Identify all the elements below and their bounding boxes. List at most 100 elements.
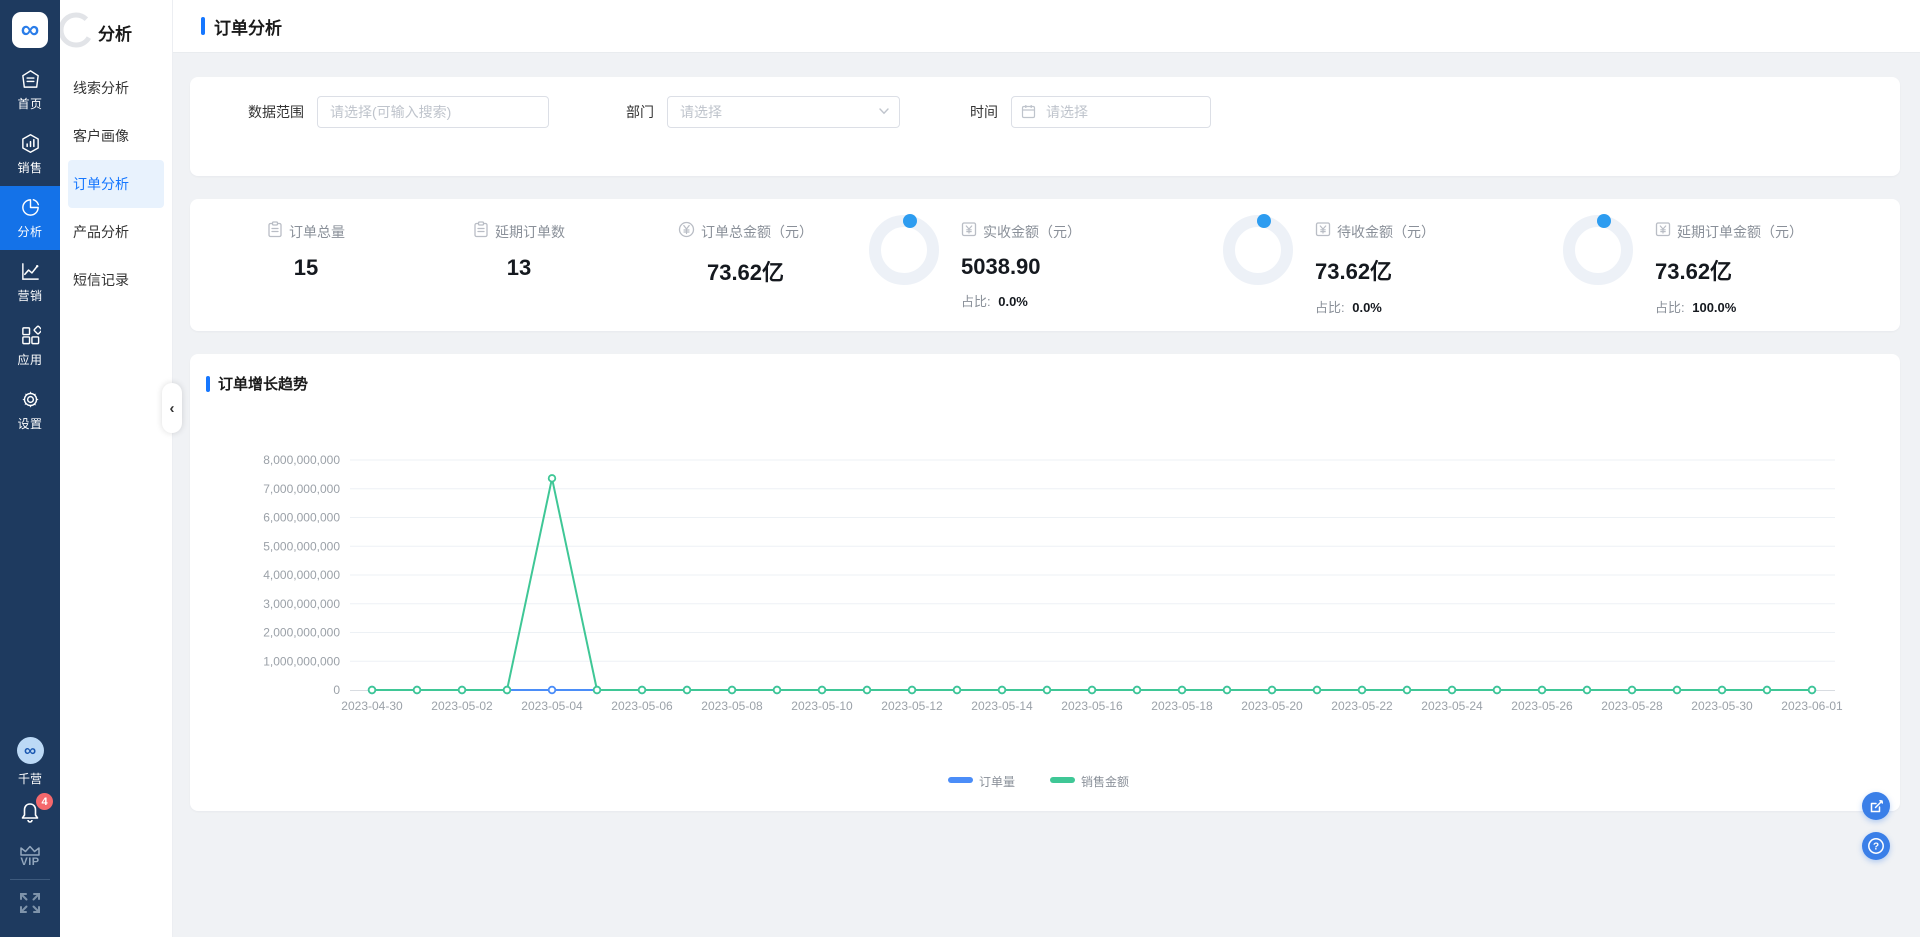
- sidebar-item-label: 首页: [17, 96, 43, 111]
- menu-item-customer-profile[interactable]: 客户画像: [73, 128, 129, 144]
- data-point: [862, 685, 872, 695]
- sidebar-item-apps[interactable]: 应用: [0, 314, 60, 378]
- stat-ratio-value: 0.0%: [998, 294, 1028, 309]
- sidebar-item-home[interactable]: 首页: [0, 58, 60, 122]
- yen-circle-icon: [678, 221, 701, 243]
- stat-delayed-orders: 延期订单数 13: [473, 221, 565, 281]
- stat-total-orders: 订单总量 15: [267, 221, 345, 281]
- filter-data-range: 数据范围: [248, 96, 549, 128]
- primary-nav: 首页销售 分析营销应用设置: [0, 58, 60, 442]
- help-button[interactable]: ?: [1862, 832, 1890, 860]
- chart-title: 订单增长趋势: [218, 376, 309, 393]
- page-header: 订单分析: [173, 0, 1920, 53]
- data-point: [1267, 685, 1277, 695]
- title-accent-bar: [201, 17, 205, 35]
- stat-delayed-amount: 延期订单金额（元） 73.62亿 占比: 100.0%: [1563, 214, 1803, 316]
- x-tick-label: 2023-05-22: [1331, 699, 1393, 713]
- legend-item-orders[interactable]: 订单量: [948, 775, 1015, 789]
- y-tick-label: 6,000,000,000: [263, 511, 340, 525]
- edit-icon: [1870, 799, 1883, 812]
- home-icon: [20, 69, 41, 90]
- data-point: [1357, 685, 1367, 695]
- data-point: [1627, 685, 1637, 695]
- stat-ratio-value: 0.0%: [1352, 300, 1382, 315]
- notification-badge: 4: [36, 793, 53, 810]
- title-accent-bar: [206, 375, 210, 392]
- ratio-donut: [869, 214, 939, 285]
- data-point: [412, 685, 422, 695]
- x-tick-label: 2023-05-04: [521, 699, 583, 713]
- notification-bell[interactable]: 4: [18, 793, 53, 829]
- data-point: [367, 685, 377, 695]
- data-point: [1582, 685, 1592, 695]
- feedback-edit-button[interactable]: [1862, 792, 1890, 820]
- stat-value: 5038.90: [961, 254, 1041, 279]
- stat-label: 待收金额（元）: [1337, 223, 1435, 240]
- vip-button[interactable]: VIP: [19, 845, 41, 868]
- data-range-input[interactable]: [317, 96, 549, 128]
- data-point: [1492, 685, 1502, 695]
- menu-item-clue-analysis[interactable]: 线索分析: [73, 80, 129, 96]
- menu-item-sms-records[interactable]: 短信记录: [73, 272, 129, 288]
- stat-label: 订单总量: [289, 224, 345, 240]
- data-range-label: 数据范围: [248, 104, 304, 120]
- bell-icon: [21, 803, 39, 823]
- avatar[interactable]: ∞: [16, 737, 44, 764]
- stats-card: 订单总量 15 延期订单数 13 订单总金额（元） 73.62亿 实收金额（元） 5038.9…: [190, 199, 1900, 331]
- sidebar-item-label: 营销: [17, 288, 43, 303]
- sidebar-item-label: 设置: [17, 416, 43, 431]
- secondary-sidebar-title: 分析: [98, 25, 132, 44]
- x-tick-label: 2023-06-01: [1781, 699, 1843, 713]
- sidebar-item-marketing[interactable]: 营销: [0, 250, 60, 314]
- data-point: [1222, 685, 1232, 695]
- x-tick-label: 2023-05-18: [1151, 699, 1213, 713]
- crown-icon: [20, 845, 40, 856]
- data-point: [592, 685, 602, 695]
- data-point: [1402, 685, 1412, 695]
- legend-label: 订单量: [979, 775, 1015, 789]
- legend-swatch: [948, 777, 973, 783]
- legend-swatch: [1050, 777, 1075, 783]
- donut-marker-dot: [903, 214, 917, 228]
- stat-value: 73.62亿: [1315, 259, 1393, 284]
- y-tick-label: 5,000,000,000: [263, 539, 340, 553]
- sidebar-item-analysis[interactable]: 分析: [0, 186, 60, 250]
- data-point: [1447, 685, 1457, 695]
- stat-ratio: 占比: 0.0%: [961, 294, 1028, 309]
- yen-square-icon: [1655, 221, 1677, 242]
- data-point: [1087, 685, 1097, 695]
- yen-square-icon: [1315, 221, 1337, 242]
- page-content: 数据范围 部门 时间: [173, 53, 1920, 937]
- sidebar-collapse-handle[interactable]: ‹: [162, 383, 182, 433]
- menu-item-order-analysis[interactable]: 订单分析: [68, 160, 164, 208]
- department-select[interactable]: [667, 96, 900, 128]
- chart-title-block: 订单增长趋势: [190, 354, 1900, 394]
- data-point: [502, 685, 512, 695]
- x-tick-label: 2023-05-10: [791, 699, 853, 713]
- question-icon: ?: [1868, 838, 1884, 854]
- data-point: [997, 685, 1007, 695]
- series-line-sales: [372, 477, 1812, 691]
- data-point: [1762, 685, 1772, 695]
- sidebar-item-label: 应用: [17, 352, 43, 367]
- apps-icon: [20, 325, 41, 346]
- data-point: [547, 474, 557, 483]
- fullscreen-expand-button[interactable]: [17, 890, 43, 921]
- order-trend-card: 订单增长趋势 0 1,000,000,000 2,000,000,000 3,000,…: [190, 354, 1900, 811]
- chevron-left-icon: ‹: [169, 399, 175, 417]
- sidebar-item-sales[interactable]: 销售: [0, 122, 60, 186]
- y-tick-label: 4,000,000,000: [263, 568, 340, 582]
- app-logo[interactable]: ∞: [12, 12, 48, 48]
- yen-square-icon: [961, 221, 983, 242]
- legend-item-sales[interactable]: 销售金额: [1050, 774, 1129, 789]
- x-tick-label: 2023-05-08: [701, 699, 763, 713]
- sidebar-item-settings[interactable]: 设置: [0, 378, 60, 442]
- y-tick-label: 7,000,000,000: [263, 482, 340, 496]
- x-tick-label: 2023-05-30: [1691, 699, 1753, 713]
- x-tick-label: 2023-04-30: [341, 699, 403, 713]
- data-point: [637, 685, 647, 695]
- x-tick-label: 2023-05-28: [1601, 699, 1663, 713]
- time-picker-input[interactable]: [1011, 96, 1211, 128]
- data-point: [457, 685, 467, 695]
- menu-item-product-analysis[interactable]: 产品分析: [73, 224, 129, 240]
